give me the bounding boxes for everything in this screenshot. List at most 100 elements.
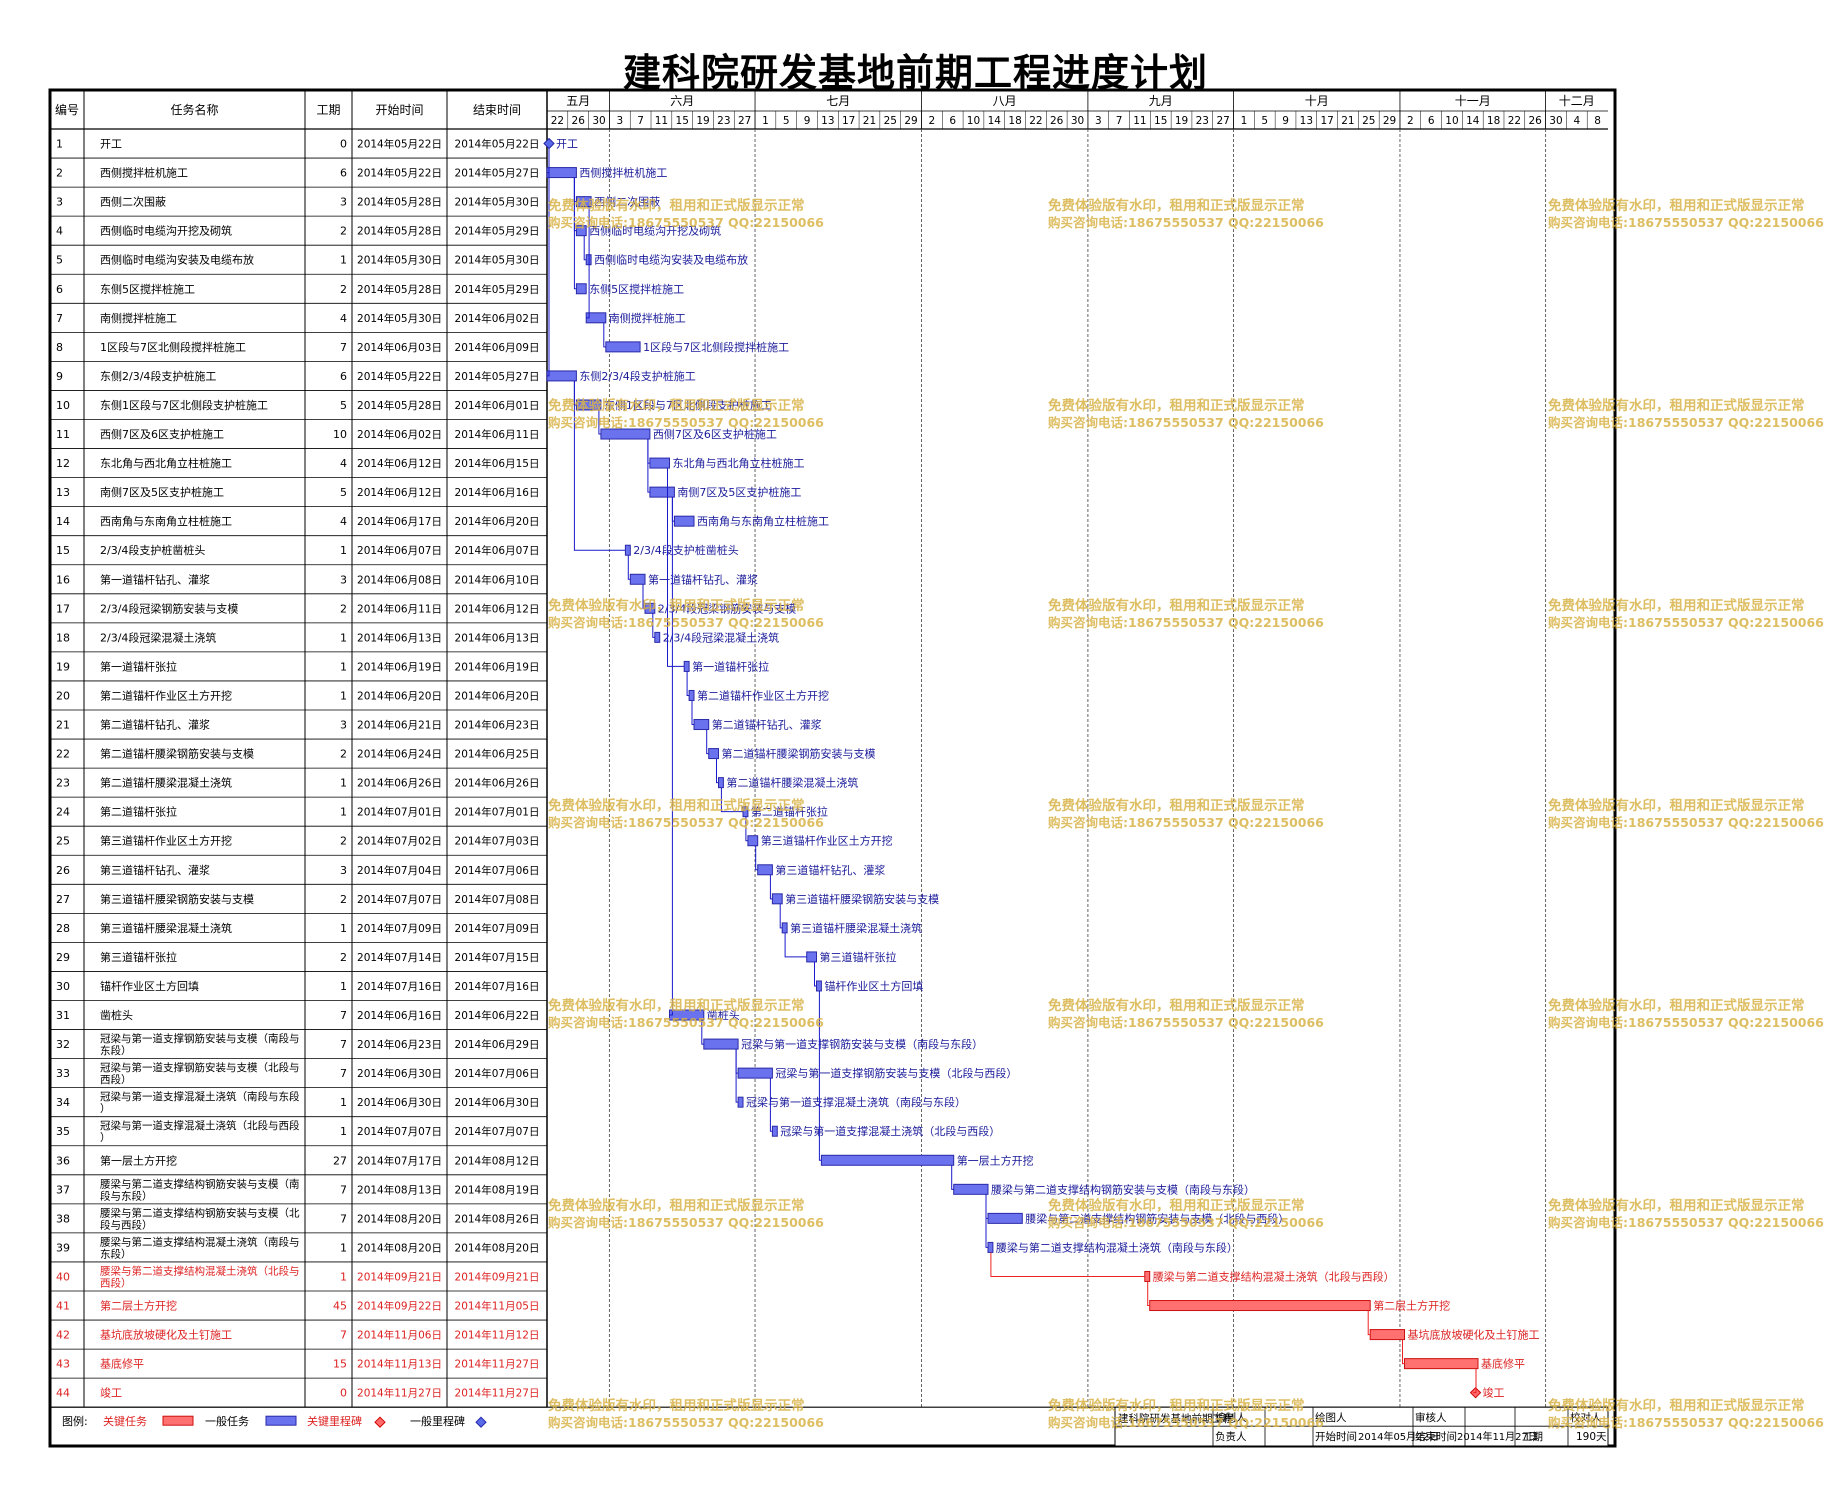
task-duration: 0 xyxy=(340,1387,347,1400)
task-name: 段与西段） xyxy=(100,1218,153,1231)
task-name: 西侧7区及6区支护桩施工 xyxy=(100,427,224,441)
task-bar xyxy=(649,457,671,469)
task-start: 2014年06月12日 xyxy=(357,486,442,499)
task-name: 南侧搅拌桩施工 xyxy=(100,311,177,325)
dependency-link xyxy=(669,497,673,1016)
task-end: 2014年07月01日 xyxy=(455,806,540,819)
task-duration: 7 xyxy=(340,341,347,354)
task-end: 2014年06月11日 xyxy=(455,428,540,441)
day-label: 14 xyxy=(1466,115,1480,127)
dependency-link xyxy=(573,177,577,290)
bar-label: 东北角与西北角立柱桩施工 xyxy=(673,456,805,470)
task-end: 2014年11月27日 xyxy=(455,1387,540,1400)
watermark-text: 免费体验版有水印，租用和正式版显示正常 xyxy=(1048,1197,1305,1214)
bar-label: 第二层土方开挖 xyxy=(1373,1299,1450,1313)
task-start: 2014年06月11日 xyxy=(357,602,442,615)
watermark-text: 购买咨询电话:18675550537 QQ:22150066 xyxy=(548,1415,824,1430)
task-start: 2014年06月24日 xyxy=(357,748,442,761)
task-id: 9 xyxy=(56,370,63,383)
task-end: 2014年06月01日 xyxy=(455,399,540,412)
task-end: 2014年08月26日 xyxy=(455,1212,540,1225)
task-id: 14 xyxy=(56,515,70,528)
task-bar xyxy=(693,719,710,731)
task-name: 腰梁与第二道支撑结构钢筋安装与支模（北 xyxy=(100,1206,300,1219)
task-bar xyxy=(654,631,661,643)
task-id: 12 xyxy=(56,457,70,470)
dependency-link xyxy=(814,961,817,987)
day-label: 23 xyxy=(1196,115,1209,127)
day-label: 18 xyxy=(1487,115,1500,127)
task-duration: 27 xyxy=(333,1154,347,1167)
task-bar xyxy=(673,515,695,527)
dependency-link xyxy=(1367,1310,1371,1336)
task-id: 24 xyxy=(56,806,70,819)
task-name: 第二道锚杆张拉 xyxy=(100,805,177,819)
dependency-link xyxy=(985,1194,988,1248)
task-start: 2014年07月09日 xyxy=(357,922,442,935)
task-end: 2014年11月12日 xyxy=(455,1329,540,1342)
task-start: 2014年09月22日 xyxy=(357,1300,442,1313)
task-name: ） xyxy=(100,1103,111,1115)
task-name: 第一层土方开挖 xyxy=(100,1153,177,1167)
bar-label: 腰梁与第二道支撑结构混凝土浇筑（北段与西段） xyxy=(1153,1269,1395,1283)
task-start: 2014年06月12日 xyxy=(357,457,442,470)
milestone-marker xyxy=(543,137,555,150)
day-label: 30 xyxy=(1549,115,1562,127)
day-label: 23 xyxy=(717,115,730,127)
task-name: 2/3/4段支护桩凿桩头 xyxy=(100,543,205,557)
dependency-link xyxy=(818,990,822,1161)
task-duration: 45 xyxy=(333,1300,347,1313)
day-label: 3 xyxy=(1095,115,1102,127)
task-bar xyxy=(737,1096,744,1108)
task-id: 38 xyxy=(56,1212,70,1225)
watermark-text: 免费体验版有水印，租用和正式版显示正常 xyxy=(1548,1397,1805,1414)
watermark-text: 免费体验版有水印，租用和正式版显示正常 xyxy=(1048,997,1305,1014)
task-duration: 3 xyxy=(340,719,347,732)
footer-owner: 负责人 xyxy=(1215,1430,1247,1443)
task-duration: 15 xyxy=(333,1358,347,1371)
bar-label: 腰梁与第二道支撑结构混凝土浇筑（南段与东段） xyxy=(996,1240,1238,1254)
task-name: 2/3/4段冠梁钢筋安装与支模 xyxy=(100,601,238,615)
task-id: 29 xyxy=(56,951,70,964)
day-label: 2 xyxy=(929,115,936,127)
watermark-text: 购买咨询电话:18675550537 QQ:22150066 xyxy=(1048,615,1324,630)
task-duration: 3 xyxy=(340,864,347,877)
task-end: 2014年05月30日 xyxy=(455,254,540,267)
task-bar xyxy=(987,1212,1023,1224)
task-duration: 3 xyxy=(340,196,347,209)
task-name: 东侧2/3/4段支护桩施工 xyxy=(100,369,216,383)
legend-critical-milestone: 关键里程碑 xyxy=(307,1414,362,1428)
task-id: 31 xyxy=(56,1009,70,1022)
day-label: 1 xyxy=(762,115,769,127)
task-end: 2014年06月13日 xyxy=(455,631,540,644)
day-label: 27 xyxy=(1216,115,1229,127)
task-name: 第三道锚杆作业区土方开挖 xyxy=(100,834,232,848)
task-bar xyxy=(683,660,690,672)
task-start: 2014年05月28日 xyxy=(357,196,442,209)
bar-label: 第三道锚杆腰梁钢筋安装与支模 xyxy=(785,892,939,906)
day-label: 26 xyxy=(1050,115,1064,127)
task-bar xyxy=(1149,1300,1371,1312)
bar-label: 第二道锚杆钻孔、灌浆 xyxy=(712,718,822,732)
task-id: 21 xyxy=(56,719,70,732)
task-name: 第二道锚杆钻孔、灌浆 xyxy=(100,718,210,732)
footer-duration-label: 工期 xyxy=(1522,1431,1543,1443)
task-start: 2014年06月17日 xyxy=(357,515,442,528)
month-label: 十月 xyxy=(1305,94,1329,108)
legend-normal-task: 一般任务 xyxy=(205,1415,249,1428)
task-duration: 1 xyxy=(340,631,347,644)
bar-label: 冠梁与第一道支撑混凝土浇筑（南段与东段） xyxy=(746,1095,966,1109)
dependency-link xyxy=(583,235,587,261)
watermark-text: 购买咨询电话:18675550537 QQ:22150066 xyxy=(1048,1015,1324,1030)
task-bar xyxy=(747,835,759,847)
dependency-link xyxy=(716,758,719,784)
day-label: 10 xyxy=(1445,115,1458,127)
task-start: 2014年11月27日 xyxy=(357,1387,442,1400)
day-label: 22 xyxy=(551,115,564,127)
task-end: 2014年06月19日 xyxy=(455,660,540,673)
task-bar xyxy=(703,1038,739,1050)
task-start: 2014年07月17日 xyxy=(357,1154,442,1167)
task-id: 32 xyxy=(56,1038,70,1051)
task-name: 腰梁与第二道支撑结构混凝土浇筑（北段与 xyxy=(100,1264,300,1277)
task-id: 2 xyxy=(56,167,63,180)
